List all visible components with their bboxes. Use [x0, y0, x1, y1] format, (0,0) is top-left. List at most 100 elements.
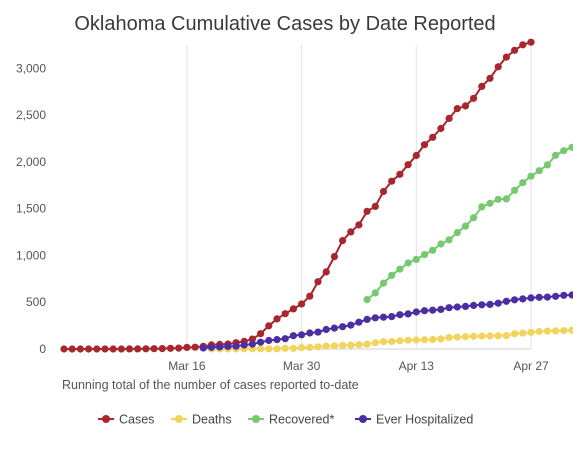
data-point — [494, 63, 502, 71]
data-point — [420, 141, 429, 149]
data-point — [404, 336, 412, 344]
series-deaths — [207, 326, 573, 353]
data-point — [429, 246, 437, 254]
data-point — [166, 344, 175, 352]
data-point — [150, 345, 158, 353]
x-tick-label: Mar 30 — [283, 359, 321, 373]
data-point — [543, 293, 552, 301]
data-point — [306, 329, 314, 337]
data-point — [461, 102, 470, 110]
y-tick-label: 1,000 — [16, 248, 46, 262]
data-point — [273, 345, 281, 353]
data-point — [527, 172, 535, 180]
data-point — [257, 338, 265, 346]
data-point — [306, 343, 314, 351]
data-point — [568, 143, 573, 151]
data-point — [404, 259, 412, 267]
data-point — [363, 296, 371, 304]
data-point — [445, 114, 453, 122]
data-point — [347, 321, 355, 329]
series-line — [203, 293, 573, 349]
data-point — [379, 313, 388, 321]
data-point — [371, 314, 379, 322]
data-point — [314, 278, 322, 286]
data-point — [273, 315, 281, 323]
data-point — [289, 344, 297, 352]
data-point — [535, 327, 543, 336]
data-point — [535, 293, 543, 301]
data-point — [330, 342, 338, 350]
data-point — [404, 161, 412, 169]
data-point — [289, 332, 297, 340]
legend-marker — [102, 415, 110, 423]
data-point — [502, 332, 510, 340]
data-point — [552, 292, 560, 300]
data-point — [552, 151, 560, 159]
data-point — [199, 344, 207, 352]
series-recovered — [363, 143, 573, 304]
data-point — [257, 345, 265, 353]
x-tick-label: Mar 16 — [168, 359, 206, 373]
x-axis: Mar 16 Mar 30 Apr 13 Apr 27 — [168, 359, 549, 373]
legend-marker — [359, 415, 367, 423]
data-point — [379, 187, 388, 196]
data-point — [117, 345, 125, 353]
data-point — [248, 340, 256, 348]
data-point — [429, 306, 437, 314]
data-point — [470, 332, 478, 340]
data-point — [396, 337, 404, 345]
data-point — [379, 338, 388, 346]
series-line — [64, 41, 532, 350]
y-tick-label: 500 — [26, 295, 46, 309]
data-point — [502, 297, 510, 305]
data-point — [363, 207, 371, 215]
data-point — [461, 222, 470, 230]
data-point — [322, 268, 330, 276]
data-point — [388, 271, 396, 279]
data-point — [224, 342, 232, 350]
data-point — [273, 336, 281, 344]
data-point — [298, 344, 306, 352]
data-point — [453, 333, 461, 341]
data-point — [388, 313, 396, 321]
data-point — [240, 341, 248, 349]
data-point — [445, 236, 453, 244]
data-point — [60, 345, 68, 353]
data-point — [85, 345, 93, 353]
data-point — [363, 340, 371, 348]
data-point — [142, 345, 150, 353]
data-point — [248, 335, 256, 343]
data-point — [453, 303, 461, 311]
data-point — [314, 328, 322, 336]
data-point — [371, 289, 379, 297]
data-point — [510, 186, 519, 194]
data-point — [158, 345, 166, 353]
data-point — [519, 41, 527, 49]
data-point — [535, 167, 543, 175]
y-axis: 0 500 1,000 1,500 2,000 2,500 3,000 — [16, 61, 46, 356]
data-point — [355, 221, 363, 229]
data-point — [420, 307, 429, 315]
data-point — [486, 300, 494, 308]
data-point — [412, 255, 420, 263]
data-point — [101, 345, 109, 353]
data-point — [109, 345, 117, 353]
data-point — [298, 300, 306, 308]
chart-subtitle: Running total of the number of cases rep… — [62, 378, 359, 392]
data-point — [560, 291, 568, 299]
data-point — [134, 345, 142, 353]
data-point — [183, 343, 191, 351]
data-point — [371, 202, 379, 210]
y-tick-label: 3,000 — [16, 61, 46, 75]
data-point — [552, 327, 560, 335]
data-point — [76, 345, 84, 353]
data-point — [470, 214, 478, 222]
data-point — [265, 336, 273, 345]
data-point — [420, 336, 429, 344]
data-point — [265, 345, 273, 353]
data-point — [519, 295, 527, 303]
x-tick-label: Apr 27 — [513, 359, 549, 373]
legend-label: Cases — [119, 413, 154, 427]
data-point — [510, 330, 519, 338]
